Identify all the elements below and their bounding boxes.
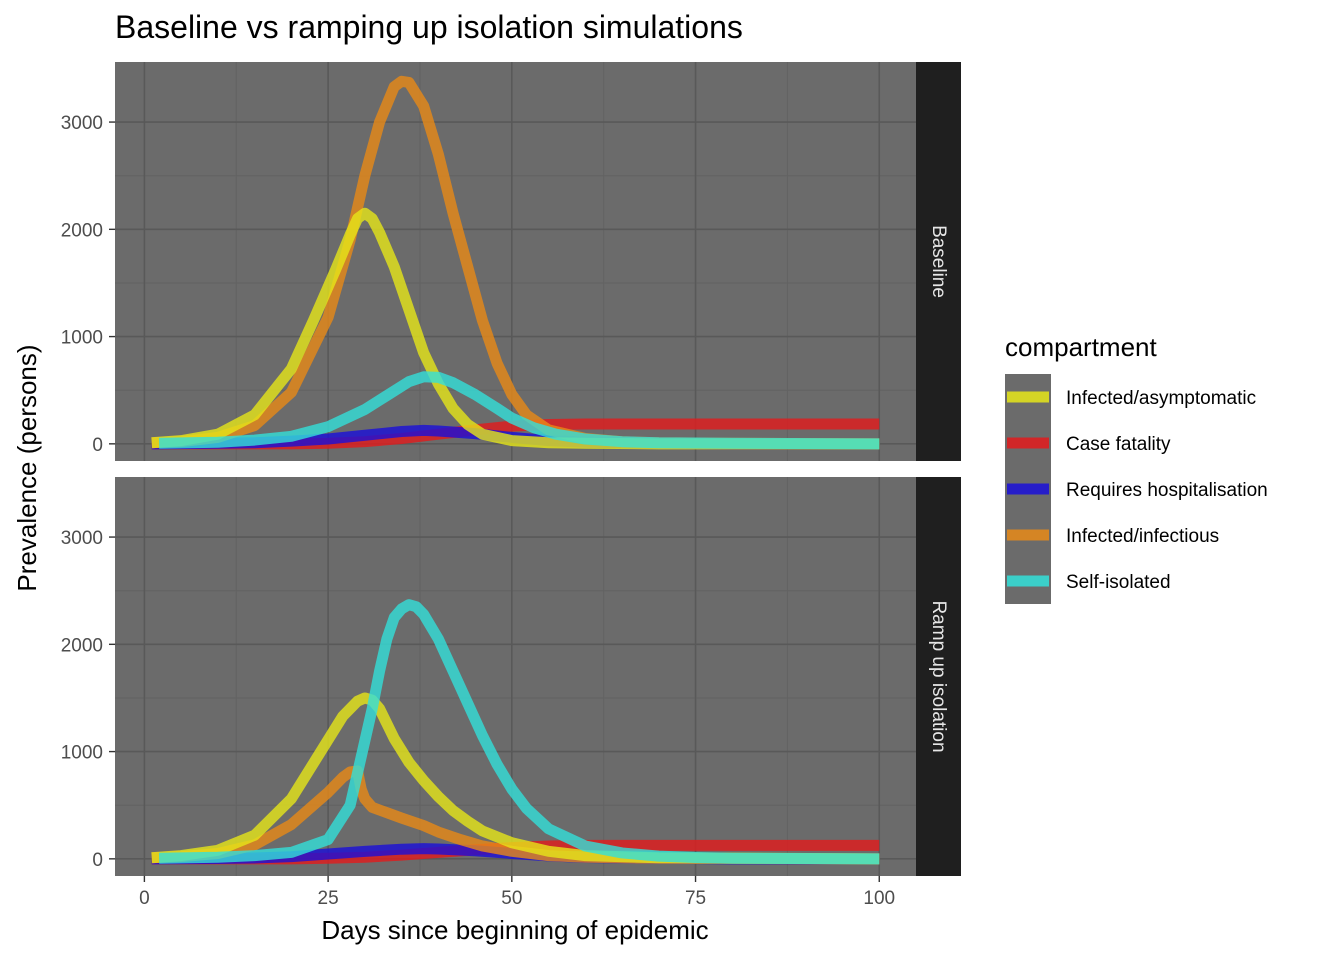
x-axis-title: Days since beginning of epidemic [321, 915, 708, 945]
legend-label-case-fatality: Case fatality [1066, 434, 1171, 455]
x-tick-label: 75 [685, 888, 706, 909]
legend-label-infected-infectious: Infected/infectious [1066, 526, 1219, 547]
legend-label-infected-asymptomatic: Infected/asymptomatic [1066, 388, 1256, 409]
y-axis-title: Prevalence (persons) [12, 344, 42, 591]
legend-title: compartment [1005, 332, 1157, 362]
panel-baseline: 0 1000 2000 3000 Baseline [61, 62, 961, 461]
panels: 0 1000 2000 3000 Baseline 0 1000 2000 3000 Ramp u… [61, 62, 961, 876]
x-tick-label: 50 [501, 888, 522, 909]
series-line-infected-infectious [151, 765, 880, 865]
y-tick-label: 0 [92, 435, 103, 456]
panel-ramp-up-isolation: 0 1000 2000 3000 Ramp up isolation [61, 477, 961, 876]
legend-label-requires-hospitalisation: Requires hospitalisation [1066, 480, 1268, 501]
chart-title: Baseline vs ramping up isolation simulat… [115, 9, 743, 45]
y-tick-label: 0 [92, 850, 103, 871]
y-tick-label: 1000 [61, 743, 103, 764]
y-tick-label: 3000 [61, 528, 103, 549]
series-line-self-isolated [158, 599, 880, 865]
legend: compartment Infected/asymptomatic Case fa… [1005, 332, 1268, 604]
series-line-self-isolated [158, 371, 880, 450]
legend-label-self-isolated: Self-isolated [1066, 572, 1171, 593]
facet-strip [916, 62, 961, 461]
x-tick-label: 25 [318, 888, 339, 909]
y-tick-label: 1000 [61, 328, 103, 349]
series-line-infected-asymptomatic [151, 207, 880, 450]
x-tick-label: 100 [863, 888, 895, 909]
x-tick-label: 0 [139, 888, 150, 909]
y-tick-label: 3000 [61, 113, 103, 134]
x-axis: 0 25 50 75 100 [139, 876, 895, 909]
series-line-infected-asymptomatic [151, 692, 880, 865]
y-tick-label: 2000 [61, 220, 103, 241]
facet-strip-label: Ramp up isolation [928, 600, 949, 752]
facet-strip-label: Baseline [928, 225, 949, 298]
y-tick-label: 2000 [61, 635, 103, 656]
panel-background [115, 477, 916, 876]
facet-strip [916, 477, 961, 876]
